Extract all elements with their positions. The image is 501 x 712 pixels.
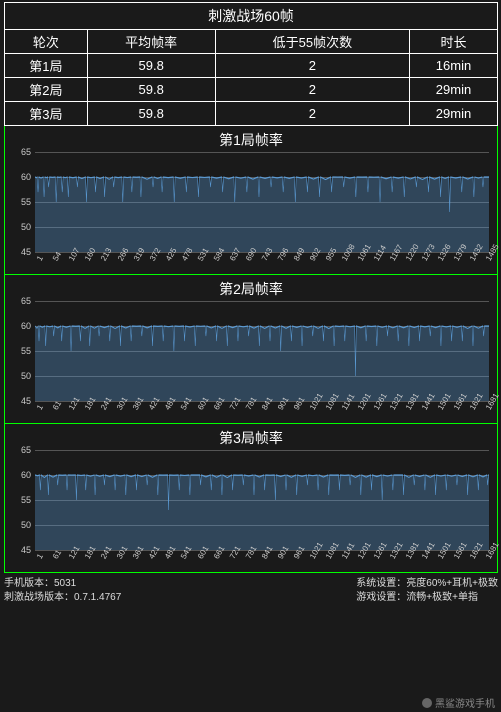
header-avgfps: 平均帧率 bbox=[87, 30, 215, 54]
chart-area: 4550556065161121181241301361421481541601… bbox=[11, 301, 491, 421]
table-row: 第2局59.8229min bbox=[5, 78, 498, 102]
table-cell: 29min bbox=[410, 78, 498, 102]
table-body: 第1局59.8216min第2局59.8229min第3局59.8229min bbox=[5, 54, 498, 126]
header-round: 轮次 bbox=[5, 30, 88, 54]
y-tick-label: 55 bbox=[21, 495, 31, 505]
phone-version: 手机版本：5031 bbox=[4, 577, 121, 591]
report-card: 刺激战场60帧 轮次 平均帧率 低于55帧次数 时长 第1局59.8216min… bbox=[4, 2, 498, 573]
table-cell: 59.8 bbox=[87, 102, 215, 126]
chart-title: 第3局帧率 bbox=[11, 428, 491, 448]
y-tick-label: 65 bbox=[21, 147, 31, 157]
chart-area: 4550556065154107160213266319372425478531… bbox=[11, 152, 491, 272]
game-settings: 游戏设置：流畅+极致+单指 bbox=[356, 591, 498, 605]
y-tick-label: 50 bbox=[21, 520, 31, 530]
y-axis: 4550556065 bbox=[11, 152, 33, 252]
y-tick-label: 55 bbox=[21, 197, 31, 207]
chart-area: 4550556065161121181241301361421481541601… bbox=[11, 450, 491, 570]
x-tick-label: 1 bbox=[35, 254, 45, 262]
watermark-text: 黑鲨游戏手机 bbox=[435, 695, 495, 710]
y-tick-label: 60 bbox=[21, 470, 31, 480]
chart-title: 第2局帧率 bbox=[11, 279, 491, 299]
y-tick-label: 65 bbox=[21, 296, 31, 306]
y-tick-label: 50 bbox=[21, 222, 31, 232]
footer-left: 手机版本：5031 刺激战场版本：0.7.1.4767 bbox=[4, 577, 121, 605]
chart-block: 第3局帧率45505560651611211812413013614214815… bbox=[5, 424, 497, 572]
footer: 手机版本：5031 刺激战场版本：0.7.1.4767 系统设置：亮度60%+耳… bbox=[4, 577, 498, 605]
table-cell: 第1局 bbox=[5, 54, 88, 78]
weibo-icon bbox=[421, 697, 433, 709]
series-area bbox=[35, 475, 489, 550]
header-below55: 低于55帧次数 bbox=[215, 30, 409, 54]
y-tick-label: 45 bbox=[21, 545, 31, 555]
y-tick-label: 45 bbox=[21, 247, 31, 257]
plot-area bbox=[35, 152, 489, 252]
table-row: 第1局59.8216min bbox=[5, 54, 498, 78]
y-tick-label: 45 bbox=[21, 396, 31, 406]
table-cell: 2 bbox=[215, 78, 409, 102]
system-settings: 系统设置：亮度60%+耳机+极致 bbox=[356, 577, 498, 591]
chart-title: 第1局帧率 bbox=[11, 130, 491, 150]
y-axis: 4550556065 bbox=[11, 450, 33, 550]
x-axis: 1611211812413013614214815416016617217818… bbox=[35, 401, 489, 421]
x-tick-label: 61 bbox=[51, 399, 63, 411]
table-cell: 第2局 bbox=[5, 78, 88, 102]
y-tick-label: 65 bbox=[21, 445, 31, 455]
y-tick-label: 60 bbox=[21, 321, 31, 331]
table-cell: 第3局 bbox=[5, 102, 88, 126]
header-duration: 时长 bbox=[410, 30, 498, 54]
table-cell: 29min bbox=[410, 102, 498, 126]
charts-container: 第1局帧率45505560651541071602132663193724254… bbox=[4, 126, 498, 573]
x-tick-label: 61 bbox=[51, 548, 63, 560]
x-tick-label: 1 bbox=[35, 403, 45, 411]
plot-area bbox=[35, 301, 489, 401]
fps-series bbox=[35, 301, 489, 401]
table-cell: 16min bbox=[410, 54, 498, 78]
table-title: 刺激战场60帧 bbox=[5, 3, 498, 30]
y-tick-label: 55 bbox=[21, 346, 31, 356]
fps-series bbox=[35, 152, 489, 252]
chart-block: 第2局帧率45505560651611211812413013614214815… bbox=[5, 275, 497, 424]
table-cell: 59.8 bbox=[87, 54, 215, 78]
y-axis: 4550556065 bbox=[11, 301, 33, 401]
series-area bbox=[35, 326, 489, 401]
fps-series bbox=[35, 450, 489, 550]
summary-table: 刺激战场60帧 轮次 平均帧率 低于55帧次数 时长 第1局59.8216min… bbox=[4, 2, 498, 126]
table-header-row: 轮次 平均帧率 低于55帧次数 时长 bbox=[5, 30, 498, 54]
chart-block: 第1局帧率45505560651541071602132663193724254… bbox=[5, 126, 497, 275]
game-version: 刺激战场版本：0.7.1.4767 bbox=[4, 591, 121, 605]
table-cell: 2 bbox=[215, 54, 409, 78]
y-tick-label: 60 bbox=[21, 172, 31, 182]
x-axis: 1541071602132663193724254785315846376907… bbox=[35, 252, 489, 272]
watermark: 黑鲨游戏手机 bbox=[421, 695, 495, 710]
footer-right: 系统设置：亮度60%+耳机+极致 游戏设置：流畅+极致+单指 bbox=[356, 577, 498, 605]
series-area bbox=[35, 177, 489, 252]
plot-area bbox=[35, 450, 489, 550]
x-tick-label: 1 bbox=[35, 552, 45, 560]
table-cell: 59.8 bbox=[87, 78, 215, 102]
x-tick-label: 54 bbox=[51, 250, 63, 262]
table-row: 第3局59.8229min bbox=[5, 102, 498, 126]
table-cell: 2 bbox=[215, 102, 409, 126]
x-axis: 1611211812413013614214815416016617217818… bbox=[35, 550, 489, 570]
y-tick-label: 50 bbox=[21, 371, 31, 381]
